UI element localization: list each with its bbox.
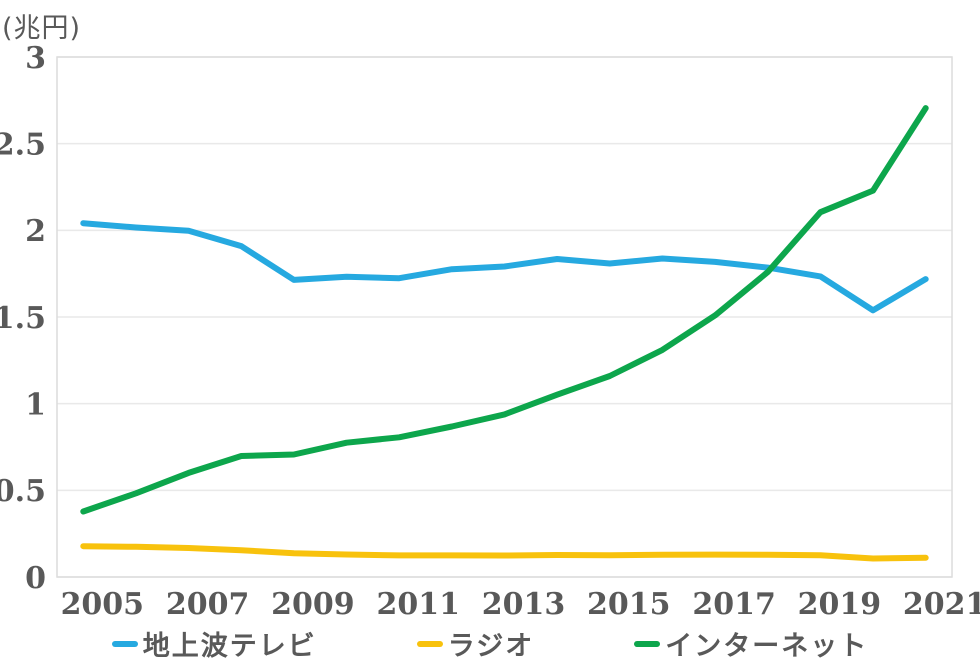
y-tick-label: 0 bbox=[25, 561, 46, 596]
legend: 地上波テレビ ラジオ インターネット bbox=[0, 624, 980, 659]
y-tick-label: 0.5 bbox=[0, 474, 46, 509]
x-tick-label: 2019 bbox=[798, 587, 882, 622]
legend-item-1: 地上波テレビ bbox=[111, 624, 317, 659]
x-tick-label: 2015 bbox=[587, 587, 671, 622]
series-line-2 bbox=[80, 543, 929, 562]
legend-label: インターネット bbox=[665, 631, 869, 659]
legend-item-2: ラジオ bbox=[416, 624, 535, 659]
x-tick-label: 2009 bbox=[271, 587, 355, 622]
x-tick-label: 2011 bbox=[376, 587, 460, 622]
legend-dash-icon bbox=[416, 640, 443, 647]
x-tick-label: 2017 bbox=[692, 587, 776, 622]
y-tick-label: 2.5 bbox=[0, 127, 46, 162]
legend-label: 地上波テレビ bbox=[142, 631, 317, 659]
y-tick-label: 2 bbox=[25, 214, 46, 249]
legend-label: ラジオ bbox=[447, 631, 535, 659]
y-axis-unit-label: (兆円) bbox=[2, 13, 82, 44]
y-tick-label: 1 bbox=[25, 387, 46, 422]
plot-border bbox=[56, 56, 953, 578]
series-line-1 bbox=[80, 220, 929, 314]
x-tick-label: 2021 bbox=[903, 587, 980, 622]
legend-dash-icon bbox=[634, 640, 661, 647]
x-tick-label: 2005 bbox=[61, 587, 145, 622]
y-tick-label: 3 bbox=[25, 41, 46, 76]
x-tick-label: 2013 bbox=[482, 587, 566, 622]
x-tick-label: 2007 bbox=[166, 587, 250, 622]
series-line-3 bbox=[80, 105, 929, 515]
y-tick-label: 1.5 bbox=[0, 301, 46, 336]
legend-dash-icon bbox=[111, 640, 138, 647]
legend-item-3: インターネット bbox=[634, 624, 868, 659]
